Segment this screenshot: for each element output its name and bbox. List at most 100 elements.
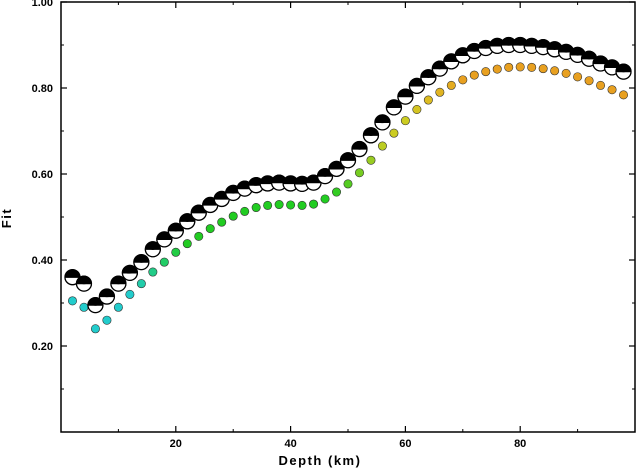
mechanism-rim <box>144 241 161 258</box>
mechanism-symbol <box>431 60 448 77</box>
ticks: 20 40 60 80 0.20 0.40 0.60 0.80 1.00 <box>32 0 635 450</box>
axes <box>60 1 636 433</box>
fit-point <box>446 80 456 90</box>
fit-point <box>412 105 422 115</box>
mechanism-symbol <box>339 152 357 169</box>
fit-point <box>251 203 261 213</box>
fit-point <box>217 217 227 227</box>
mechanism-rim <box>339 152 357 169</box>
fit-point <box>274 200 284 210</box>
data-marks <box>64 36 632 334</box>
mechanism-symbol <box>270 174 288 191</box>
fit-point <box>619 90 629 100</box>
mechanism-rim <box>133 253 150 271</box>
fit-point <box>263 200 273 210</box>
fit-point <box>194 231 204 241</box>
mechanism-rim <box>374 114 391 131</box>
mechanism-rim <box>420 69 437 86</box>
mechanism-rim <box>316 167 334 185</box>
mechanism-rim <box>397 88 414 105</box>
mechanism-symbol <box>397 88 414 105</box>
y-tick-label: 0.40 <box>32 255 53 267</box>
mechanism-symbol <box>362 127 380 144</box>
mechanism-symbol <box>259 175 276 192</box>
mechanism-symbol <box>87 296 104 314</box>
x-tick-label: 40 <box>284 438 296 450</box>
mechanism-symbol <box>489 37 506 55</box>
mechanism-rim <box>351 140 368 158</box>
mechanism-symbol <box>144 241 161 258</box>
mechanism-symbol <box>351 140 368 158</box>
fit-point <box>297 200 307 210</box>
fit-point <box>584 76 594 86</box>
fit-point <box>458 75 468 85</box>
mechanism-rim <box>190 204 207 221</box>
fit-point <box>332 187 342 197</box>
y-tick-label: 0.60 <box>32 169 53 181</box>
mechanism-rim <box>362 127 380 144</box>
fit-point <box>550 66 560 76</box>
fit-point <box>125 289 135 299</box>
plot-frame <box>60 1 636 433</box>
fit-point <box>148 267 158 277</box>
fit-point <box>159 257 169 267</box>
mechanism-rim <box>75 275 93 292</box>
fit-point <box>377 141 387 151</box>
mechanism-symbol <box>167 222 184 239</box>
fit-point <box>286 200 296 210</box>
mechanism-rim <box>385 99 403 116</box>
fit-point <box>366 155 376 165</box>
mechanism-symbol <box>75 275 93 292</box>
fit-point <box>504 62 514 72</box>
mechanism-rim <box>121 264 139 282</box>
mechanism-symbol <box>385 99 403 116</box>
fit-point <box>527 62 537 72</box>
fit-point <box>343 179 353 189</box>
mechanism-symbol <box>615 63 632 80</box>
mechanism-symbol <box>374 114 391 131</box>
fit-point <box>354 168 364 178</box>
fit-point <box>79 302 89 312</box>
y-tick-label: 0.80 <box>32 83 53 95</box>
fit-point <box>607 85 617 95</box>
mechanism-symbol <box>110 275 127 292</box>
y-tick-label: 1.00 <box>32 0 53 9</box>
mechanism-rim <box>156 231 173 248</box>
fit-point <box>90 324 100 334</box>
fit-point <box>596 80 606 90</box>
mechanism-symbol <box>179 213 196 230</box>
fit-point <box>400 116 410 126</box>
mechanism-symbol <box>156 231 173 248</box>
mechanism-rim <box>615 63 632 80</box>
fit-point <box>538 64 548 74</box>
mechanism-symbol <box>121 264 139 282</box>
fit-point <box>136 279 146 289</box>
fit-point <box>481 67 491 77</box>
fit-point <box>573 72 583 82</box>
fit-point <box>102 315 112 325</box>
y-axis-label: Fit <box>0 208 14 228</box>
fit-point <box>515 62 525 72</box>
fit-point <box>182 239 192 249</box>
x-axis-label: Depth (km) <box>279 453 362 468</box>
mechanism-rim <box>110 275 127 292</box>
x-tick-label: 60 <box>399 438 411 450</box>
fit-point <box>309 199 319 209</box>
mechanism-symbol <box>316 167 334 185</box>
mechanism-rim <box>87 296 104 314</box>
fit-point <box>423 95 433 105</box>
mechanism-rim <box>328 160 345 177</box>
fit-point <box>171 247 181 257</box>
mechanism-rim <box>431 60 448 77</box>
fit-point <box>113 302 123 312</box>
fit-point <box>561 68 571 78</box>
mechanism-symbol <box>133 253 150 271</box>
mechanism-rim <box>167 222 184 239</box>
fit-point <box>205 224 215 234</box>
x-tick-label: 20 <box>170 438 182 450</box>
fit-point <box>435 87 445 97</box>
mechanism-rim <box>408 77 426 94</box>
mechanism-symbol <box>190 204 207 221</box>
mechanism-symbol <box>98 288 116 305</box>
mechanism-symbol <box>328 160 345 177</box>
